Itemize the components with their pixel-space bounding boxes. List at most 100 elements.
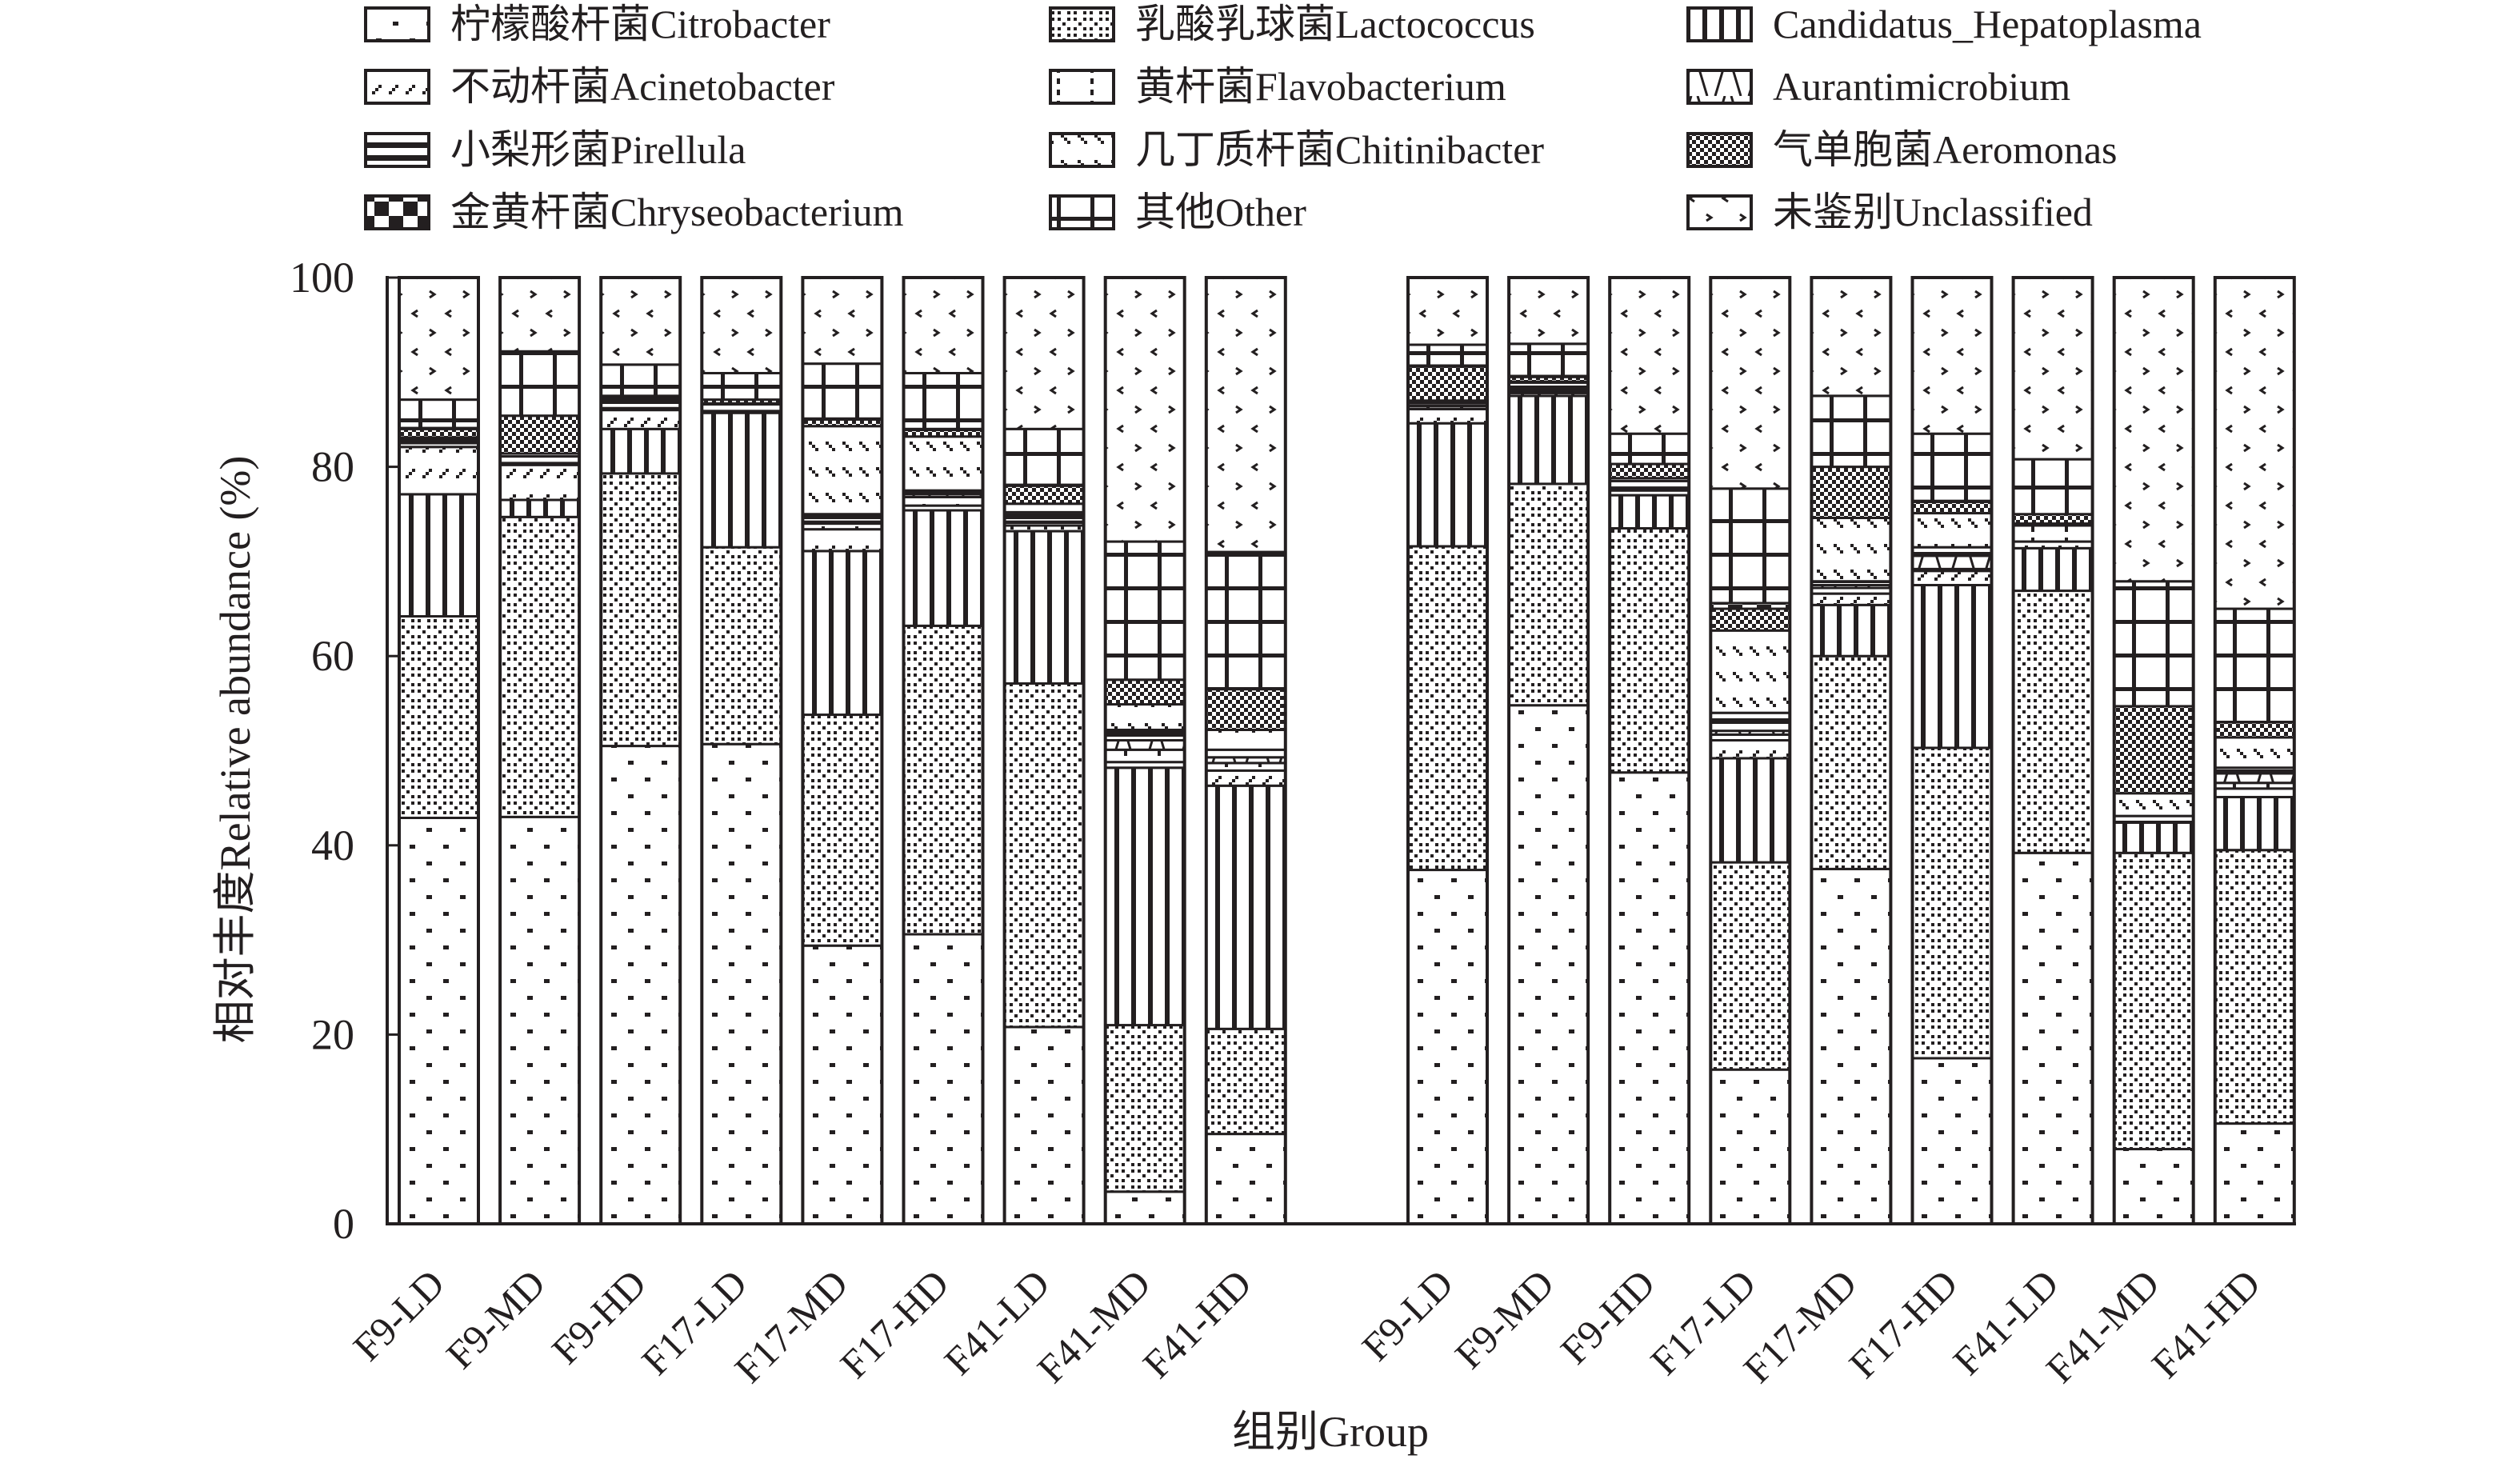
bar-group2-f17-hd [1910, 276, 1994, 1225]
bar-group2-f9-hd [1608, 276, 1691, 1225]
bar-segment-citrobacter [2012, 851, 2094, 1225]
bar-segment-flavobacterium [1104, 748, 1186, 764]
bar-group2-f9-md [1507, 276, 1590, 1225]
bar-segment-candidatus-hepatoplasma [2012, 546, 2094, 593]
bar-segment-unclassified [1911, 276, 1993, 435]
bar-segment-aeromonas [498, 414, 581, 455]
bar-segment-aeromonas [1608, 462, 1690, 480]
bar-segment-acinetobacter [599, 409, 682, 430]
legend-swatch-dotted-vertical [1049, 69, 1115, 105]
bar-segment-unclassified [700, 276, 782, 374]
bar-segment-citrobacter [700, 742, 782, 1225]
legend-item-unclassified: 未鉴别Unclassified [1686, 190, 2093, 234]
bar-segment-pirellula [1104, 728, 1186, 741]
bar-segment-acinetobacter [1810, 592, 1892, 606]
bar-segment-citrobacter [1003, 1025, 1086, 1225]
bar-segment-unclassified [599, 276, 682, 366]
bar-segment-candidatus-hepatoplasma [902, 509, 984, 627]
legend-label: Aurantimicrobium [1773, 64, 2070, 109]
bar-segment-candidatus-hepatoplasma [1205, 784, 1287, 1030]
bar-group1-f41-hd [1204, 276, 1287, 1225]
bar-group2-f41-md [2112, 276, 2195, 1225]
legend-item-chitinibacter: 几丁质杆菌Chitinibacter [1049, 127, 1544, 172]
legend-label: 柠檬酸杆菌Citrobacter [450, 2, 830, 46]
x-tick-label: F9-LD [1353, 1261, 1462, 1369]
bar-segment-lactococcus [1911, 746, 1993, 1060]
bar-segment-aeromonas [2012, 513, 2094, 526]
x-tick-label: F17-MD [726, 1261, 856, 1391]
y-axis-title: 相对丰度Relative abundance (%) [211, 456, 259, 1044]
legend-swatch-large-checker [364, 194, 430, 230]
bar-segment-acinetobacter [1709, 738, 1791, 760]
bar-segment-candidatus-hepatoplasma [1104, 766, 1186, 1027]
bar-segment-lactococcus [801, 714, 883, 947]
bar-segment-chitinibacter [1709, 629, 1791, 714]
bar-group1-f9-ld [398, 276, 480, 1225]
bar-segment-acinetobacter [1911, 570, 1993, 586]
bar-group1-f41-md [1103, 276, 1186, 1225]
legend-label: 乳酸乳球菌Lactococcus [1135, 2, 1535, 46]
bar-segment-lactococcus [398, 615, 480, 819]
bar-segment-citrobacter [1709, 1068, 1791, 1225]
x-axis-tick-labels: F9-LDF9-MDF9-HDF17-LDF17-MDF17-HDF41-LDF… [344, 1261, 2269, 1391]
y-tick-label: 40 [311, 821, 354, 869]
bar-segment-pirellula [1709, 711, 1791, 733]
legend-swatch-cross-checker [1049, 6, 1115, 42]
x-tick-label: F17-HD [1840, 1261, 1966, 1386]
bar-segment-citrobacter [1810, 867, 1892, 1225]
bar-segment-acinetobacter [2214, 787, 2296, 798]
y-tick-label: 0 [333, 1200, 354, 1248]
x-tick-label: F9-MD [1446, 1261, 1563, 1377]
bar-segment-flavobacterium [2012, 524, 2094, 543]
bar-segment-candidatus-hepatoplasma [1507, 394, 1590, 486]
legend-item-acinetobacter: 不动杆菌Acinetobacter [364, 64, 835, 109]
bar-segment-chitinibacter [1003, 502, 1086, 514]
legend-swatch-diagonal-dashes [364, 69, 430, 105]
bar-segment-chitinibacter [2113, 792, 2195, 817]
bar-segment-chitinibacter [1104, 703, 1186, 731]
bar-segment-chitinibacter [1911, 512, 1993, 549]
bar-segment-aeromonas [1810, 466, 1892, 519]
bar-segment-aeromonas [1911, 500, 1993, 515]
x-axis-title: 组别Group [1232, 1408, 1429, 1456]
bar-segment-candidatus-hepatoplasma [599, 427, 682, 475]
legend-item-pirellula: 小梨形菌Pirellula [364, 127, 746, 172]
bar-segment-other [398, 398, 480, 430]
bar-segment-citrobacter [1104, 1190, 1186, 1225]
bar-segment-chitinibacter [902, 435, 984, 492]
legend-label: 未鉴别Unclassified [1773, 190, 2093, 234]
bar-segment-citrobacter [1911, 1057, 1993, 1225]
legend-label: 其他Other [1135, 190, 1306, 234]
bar-segment-citrobacter [2214, 1122, 2296, 1225]
bar-segment-citrobacter [599, 745, 682, 1225]
x-tick-label: F41-HD [1134, 1261, 1260, 1386]
bar-segment-chitinibacter [801, 425, 883, 516]
bar-segment-citrobacter [1608, 771, 1690, 1225]
legend-item-chryseobacterium: 金黄杆菌Chryseobacterium [364, 190, 904, 234]
bar-segment-unclassified [2012, 276, 2094, 461]
bar-segment-acinetobacter [498, 463, 581, 502]
bar-segment-other [1608, 432, 1690, 466]
x-tick-label: F17-HD [831, 1261, 957, 1386]
legend-swatch-backslash-dashes [1049, 132, 1115, 168]
bar-segment-citrobacter [1205, 1133, 1287, 1225]
x-tick-label: F9-MD [438, 1261, 554, 1377]
bar-segment-other [1810, 394, 1892, 469]
legend-item-aurantimicrobium: Aurantimicrobium [1686, 64, 2070, 109]
legend-swatch-grid [1049, 194, 1115, 230]
bar-segment-pirellula [1003, 510, 1086, 523]
bar-segment-candidatus-hepatoplasma [398, 493, 480, 618]
bar-segment-other [801, 362, 883, 420]
x-tick-label: F17-MD [1734, 1261, 1865, 1391]
bar-segment-lactococcus [1507, 482, 1590, 707]
bar-segment-citrobacter [498, 815, 581, 1225]
bar-segment-chitinibacter [1205, 728, 1287, 751]
legend-label: 黄杆菌Flavobacterium [1135, 64, 1506, 109]
bar-group1-f9-hd [599, 276, 682, 1225]
bar-segment-unclassified [498, 276, 581, 353]
x-tick-label: F9-LD [344, 1261, 453, 1369]
bar-segment-unclassified [1810, 276, 1892, 398]
bar-segment-candidatus-hepatoplasma [1911, 583, 1993, 749]
bar-segment-chitinibacter [1810, 516, 1892, 583]
bar-segment-lactococcus [1406, 545, 1489, 872]
